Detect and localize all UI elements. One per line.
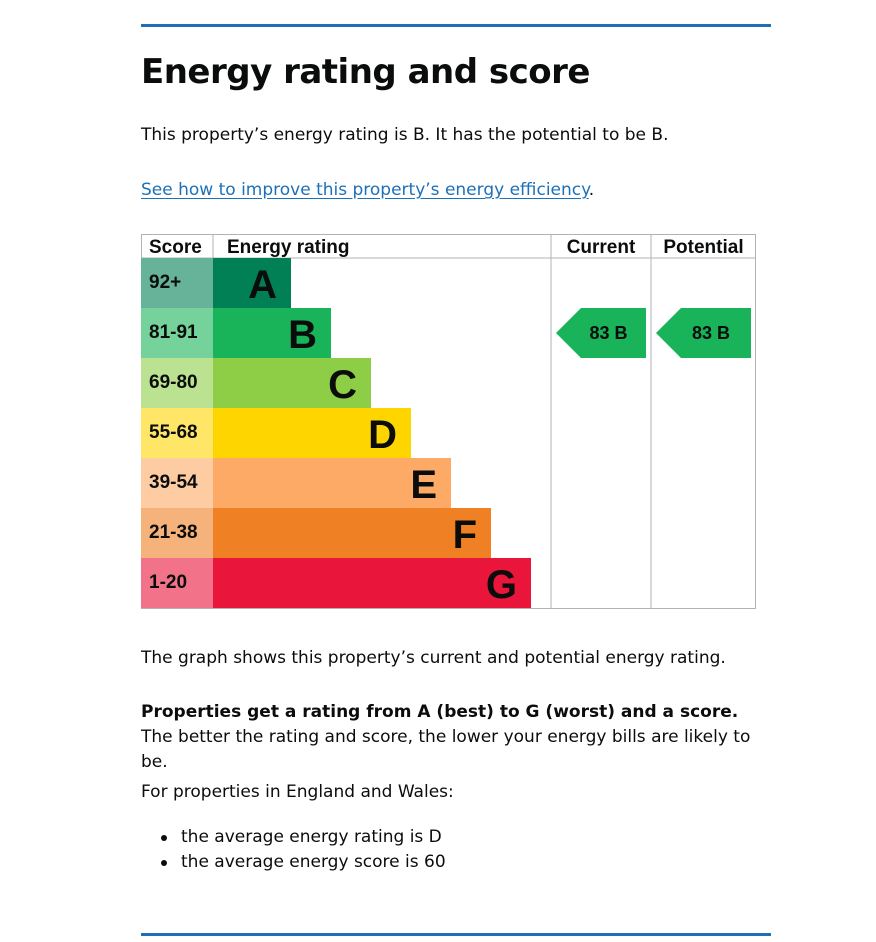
band-letter-b: B — [288, 313, 317, 357]
band-letter-f: F — [453, 513, 477, 557]
top-divider — [141, 24, 771, 27]
band-bar-a — [213, 258, 291, 308]
improve-paragraph: See how to improve this property’s energ… — [141, 178, 771, 203]
band-bar-b — [213, 308, 331, 358]
header-score: Score — [149, 237, 202, 258]
current-rating-arrow — [556, 308, 646, 358]
averages-list: the average energy rating is D the avera… — [141, 825, 446, 875]
band-letter-d: D — [368, 413, 397, 457]
page-title: Energy rating and score — [141, 52, 591, 92]
improve-efficiency-link[interactable]: See how to improve this property’s energ… — [141, 180, 589, 200]
score-cell-b — [141, 308, 213, 358]
graph-description: The graph shows this property’s current … — [141, 648, 726, 668]
current-rating-label: 83 B — [589, 323, 627, 343]
header-current: Current — [567, 237, 636, 258]
score-range-a: 92+ — [149, 272, 181, 293]
band-bar-g — [213, 558, 531, 608]
bottom-divider — [141, 933, 771, 936]
header-energy-rating: Energy rating — [227, 237, 349, 258]
band-letter-a: A — [248, 263, 277, 307]
band-bar-e — [213, 458, 451, 508]
band-bar-d — [213, 408, 411, 458]
list-item: the average energy score is 60 — [141, 850, 446, 875]
score-cell-e — [141, 458, 213, 508]
epc-chart-svg: Score Energy rating Current Potential 92+ A 8… — [141, 234, 756, 609]
band-letter-c: C — [328, 363, 357, 407]
graph-bands: 92+ A 81-91 B 69-80 C 55-68 D 39-54 E 21-38 F 1-20 G — [141, 258, 531, 608]
link-suffix: . — [588, 180, 595, 200]
graph-headers: Score Energy rating Current Potential — [149, 237, 744, 258]
score-range-f: 21-38 — [149, 522, 198, 543]
score-cell-c — [141, 358, 213, 408]
score-cell-f — [141, 508, 213, 558]
band-letter-e: E — [410, 463, 437, 507]
list-item: the average energy rating is D — [141, 825, 446, 850]
band-bar-c — [213, 358, 371, 408]
score-range-g: 1-20 — [149, 572, 187, 593]
score-range-e: 39-54 — [149, 472, 198, 493]
score-range-c: 69-80 — [149, 372, 198, 393]
region-intro: For properties in England and Wales: — [141, 782, 454, 802]
rating-explanation-bold: Properties get a rating from A (best) to… — [141, 702, 739, 722]
score-range-d: 55-68 — [149, 422, 198, 443]
rating-explanation: Properties get a rating from A (best) to… — [141, 700, 771, 775]
band-letter-g: G — [486, 563, 517, 607]
potential-rating-arrow — [656, 308, 751, 358]
potential-rating-label: 83 B — [692, 323, 730, 343]
band-bar-f — [213, 508, 491, 558]
energy-rating-graph: Score Energy rating Current Potential 92+ A 8… — [141, 234, 756, 609]
graph-arrows: 83 B 83 B — [556, 308, 751, 358]
rating-summary: This property’s energy rating is B. It h… — [141, 125, 669, 145]
score-range-b: 81-91 — [149, 322, 198, 343]
score-cell-a — [141, 258, 213, 308]
score-cell-g — [141, 558, 213, 608]
score-cell-d — [141, 408, 213, 458]
header-potential: Potential — [663, 237, 743, 258]
rating-explanation-rest: The better the rating and score, the low… — [141, 727, 751, 772]
